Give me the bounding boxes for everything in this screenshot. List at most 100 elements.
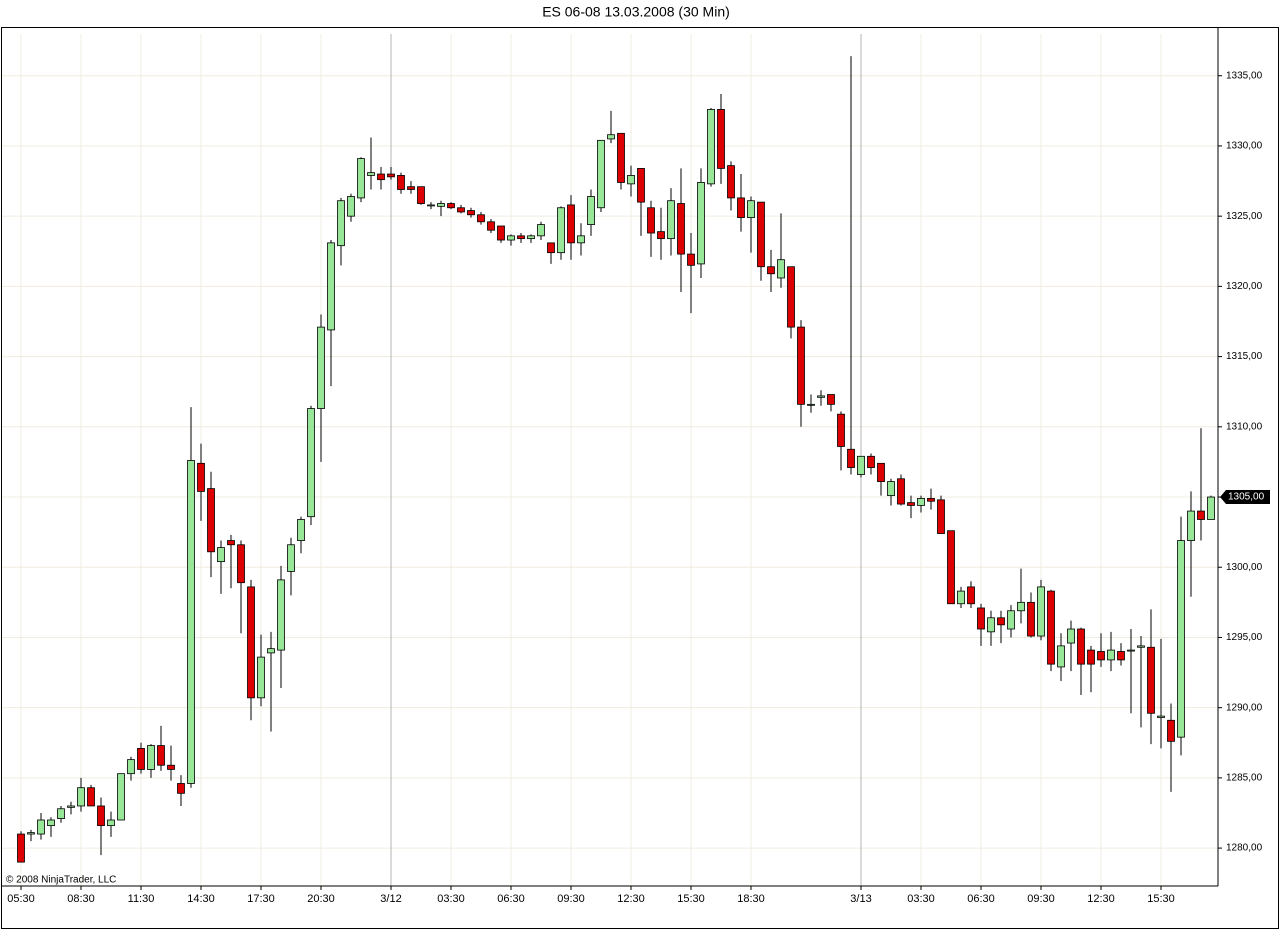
candle-body [637, 168, 645, 203]
candle-body [1027, 601, 1035, 637]
candle-body [117, 773, 125, 821]
candle-body [367, 172, 375, 176]
candle-body [1067, 628, 1075, 644]
candle-body [407, 186, 415, 190]
candle-body [387, 173, 395, 178]
candle-body [327, 242, 335, 331]
candle-body [837, 413, 845, 447]
candle-body [777, 259, 785, 279]
candle-body [1087, 649, 1095, 665]
candle-body [587, 196, 595, 225]
candle-body [827, 394, 835, 405]
candle-body [657, 231, 665, 240]
candle-body [697, 182, 705, 265]
candle-body [847, 448, 855, 468]
candle-body [1117, 651, 1125, 661]
x-tick-label: 06:30 [497, 893, 525, 905]
x-tick-label: 15:30 [1147, 893, 1175, 905]
x-tick-label: 3/13 [850, 893, 871, 905]
grid [2, 34, 1218, 886]
candle-body [987, 617, 995, 633]
candle-body [957, 590, 965, 605]
candle-body [1127, 649, 1135, 652]
candle-body [497, 225, 505, 241]
axes: 1280,00 1285,00 1290,00 1295,00 1300,00 1305,… [2, 28, 1270, 905]
candle-body [767, 266, 775, 275]
candle-body [1097, 651, 1105, 661]
x-tick-label: 06:30 [967, 893, 995, 905]
candle-body [257, 656, 265, 699]
y-tick-label: 1310,00 [1226, 421, 1263, 432]
candle-body [1167, 719, 1175, 742]
candle-body [917, 498, 925, 506]
candle-body [857, 455, 865, 475]
x-tick-label: 3/12 [380, 893, 401, 905]
candle-body [617, 132, 625, 183]
x-tick-label: 12:30 [617, 893, 645, 905]
candle-body [87, 787, 95, 807]
candle-body [647, 207, 655, 234]
candle-body [937, 499, 945, 534]
candle-body [537, 224, 545, 237]
candle-body [437, 203, 445, 207]
y-tick-label: 1330,00 [1226, 141, 1263, 152]
candle-body [1137, 645, 1145, 648]
candle-body [1047, 590, 1055, 665]
candle-body [417, 186, 425, 204]
candle-body [47, 819, 55, 827]
x-tick-label: 08:30 [67, 893, 95, 905]
candle-body [567, 204, 575, 244]
chart-title: ES 06-08 13.03.2008 (30 Min) [542, 4, 730, 20]
candle-body [1077, 628, 1085, 665]
x-tick-label: 11:30 [128, 893, 155, 905]
candle-body [307, 408, 315, 518]
candle-body [467, 210, 475, 216]
x-tick-label: 05:30 [7, 893, 35, 905]
candle-body [907, 502, 915, 506]
candle-body [717, 109, 725, 169]
candle-body [127, 759, 135, 775]
candle-body [337, 200, 345, 247]
x-tick-label: 17:30 [247, 893, 275, 905]
x-tick-label: 03:30 [437, 893, 465, 905]
candle-body [757, 201, 765, 268]
candle-body [527, 235, 535, 240]
candle-body [677, 203, 685, 255]
candle-body [477, 214, 485, 223]
candle-body [37, 819, 45, 835]
candle-body [347, 196, 355, 217]
candle-body [607, 134, 615, 140]
candle-body [667, 200, 675, 240]
candle-body [927, 498, 935, 502]
candle-body [797, 326, 805, 405]
candle-body [487, 221, 495, 231]
candle-body [27, 832, 35, 835]
candle-body [447, 203, 455, 209]
candle-body [1177, 540, 1185, 738]
candle-body [627, 175, 635, 185]
candle-body [207, 488, 215, 553]
candle-body [817, 395, 825, 398]
y-tick-label: 1300,00 [1226, 562, 1263, 573]
candle-body [687, 253, 695, 266]
candle-body [167, 764, 175, 770]
candle-body [897, 478, 905, 505]
candles [17, 56, 1215, 863]
candle-body [97, 805, 105, 827]
y-tick-label: 1320,00 [1226, 281, 1263, 292]
candle-body [1017, 601, 1025, 612]
frame [1, 27, 1279, 929]
candle-body [1107, 649, 1115, 661]
candle-body [297, 519, 305, 541]
x-tick-label: 03:30 [907, 893, 935, 905]
candle-body [177, 783, 185, 794]
y-tick-label: 1325,00 [1226, 211, 1263, 222]
y-tick-label: 1335,00 [1226, 70, 1263, 81]
candle-body [287, 544, 295, 572]
candle-body [867, 455, 875, 468]
candle-body [1187, 510, 1195, 541]
candle-body [357, 158, 365, 199]
candle-body [947, 530, 955, 605]
candle-body [237, 544, 245, 584]
